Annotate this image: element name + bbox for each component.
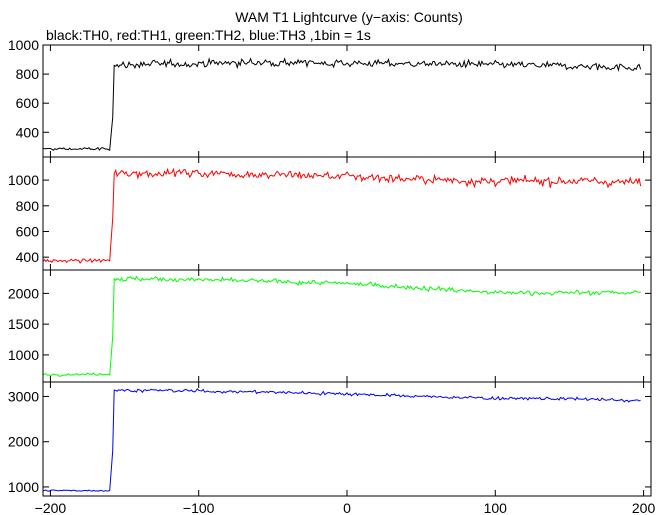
y-tick-label: 2000 — [8, 285, 39, 301]
x-tick-label: −200 — [35, 500, 67, 515]
series-line-th1 — [42, 167, 642, 264]
y-tick-label: 400 — [16, 124, 40, 140]
x-tick-label: −100 — [183, 500, 215, 515]
x-tick-label: 0 — [343, 500, 351, 515]
x-tick-label: 100 — [484, 500, 508, 515]
y-tick-label: 1500 — [8, 316, 39, 332]
y-tick-label: 800 — [16, 66, 40, 82]
y-tick-label: 1000 — [8, 347, 39, 363]
series-line-th0 — [42, 57, 642, 151]
series-line-th2 — [42, 275, 641, 377]
x-tick-label: 200 — [632, 500, 656, 515]
panel-frame-th0 — [42, 44, 652, 158]
y-tick-label: 1000 — [8, 172, 39, 188]
panel-frame-th2 — [42, 269, 652, 383]
y-tick-label: 2000 — [8, 434, 39, 450]
y-tick-label: 800 — [16, 198, 40, 214]
chart-subtitle: black:TH0, red:TH1, green:TH2, blue:TH3 … — [46, 27, 371, 43]
y-tick-label: 1000 — [8, 37, 39, 53]
series-line-th3 — [42, 388, 641, 492]
panel-frame-th1 — [42, 156, 652, 271]
y-tick-label: 600 — [16, 223, 40, 239]
y-tick-label: 400 — [16, 249, 40, 265]
chart-title: WAM T1 Lightcurve (y−axis: Counts) — [235, 9, 463, 25]
y-tick-label: 3000 — [8, 388, 39, 404]
chart-panels: 4006008001000400600800100010001500200010… — [8, 37, 656, 515]
y-tick-label: 600 — [16, 95, 40, 111]
y-tick-label: 1000 — [8, 479, 39, 495]
